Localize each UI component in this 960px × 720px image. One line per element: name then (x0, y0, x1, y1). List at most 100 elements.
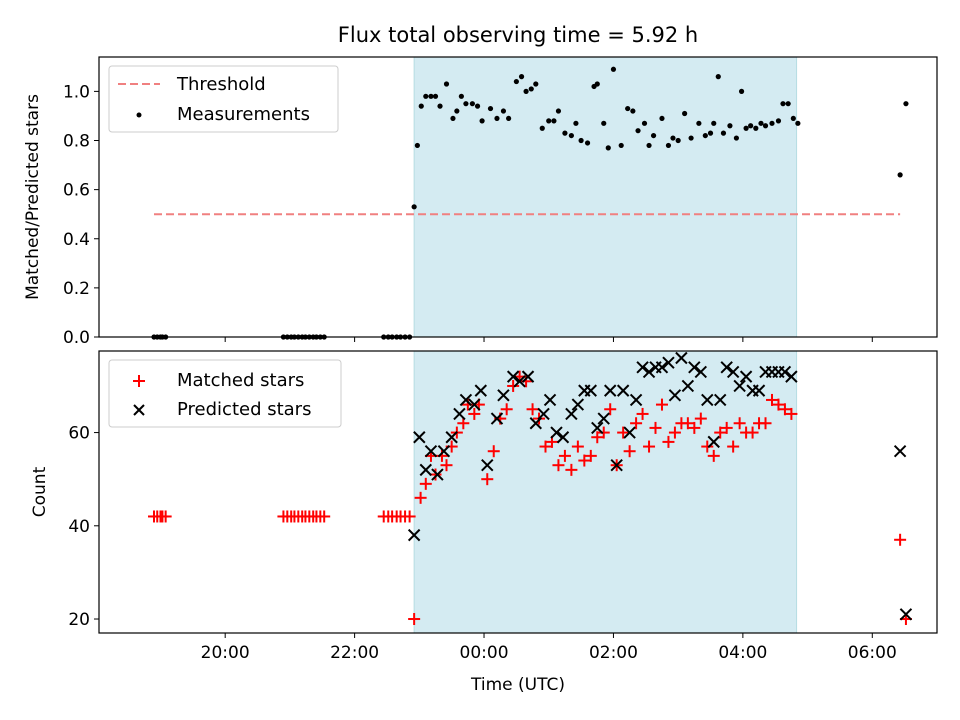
predicted-star-point (899, 608, 913, 621)
matched-star-point (507, 379, 520, 392)
matched-star-point (481, 473, 494, 486)
measurement-point (641, 120, 648, 126)
predicted-star-point (714, 393, 727, 407)
measurement-point (573, 120, 579, 126)
predicted-star-point (597, 412, 610, 425)
top-shaded-span (413, 56, 798, 338)
measurement-point (897, 172, 903, 178)
measurement-point (474, 103, 481, 109)
measurement-point (578, 137, 584, 144)
matched-star-point (636, 407, 649, 420)
measurement-point (450, 115, 456, 122)
bottom-y-axis-label: Count (30, 466, 50, 517)
measurement-point (513, 78, 519, 85)
measurement-point (523, 88, 529, 94)
x-tick-label: 06:00 (848, 643, 897, 663)
predicted-star-point (675, 351, 688, 365)
matched-star-point (759, 417, 772, 430)
y-tick-label: 0.0 (63, 328, 90, 348)
predicted-star-point (571, 398, 585, 411)
matched-star-point (159, 510, 172, 523)
measurement-point (780, 101, 786, 107)
measurement-point (418, 103, 424, 109)
measurement-point (675, 137, 681, 144)
top-x-axis-ticks (224, 337, 873, 342)
predicted-star-point (413, 431, 426, 444)
predicted-star-point (513, 375, 526, 388)
measurement-point (682, 110, 688, 117)
measurement-point (533, 81, 539, 87)
matched-star-point (487, 445, 500, 458)
matched-star-point (733, 417, 746, 430)
predicted-star-point (453, 407, 466, 421)
predicted-star-point (481, 458, 494, 472)
top-y-axis-label: Matched/Predicted stars (23, 94, 43, 300)
bottom-shaded-span (413, 350, 798, 634)
measurement-point (790, 115, 796, 122)
measurement-point (555, 108, 562, 114)
measurement-point (762, 123, 769, 129)
matched-star-point (701, 440, 714, 453)
matched-star-point (578, 454, 591, 467)
bottom-plot-marks (148, 351, 913, 626)
measurement-point (702, 132, 708, 139)
measurement-point (437, 103, 443, 109)
predicted-star-point (407, 528, 421, 542)
x-tick-label: 04:00 (718, 643, 767, 663)
measurement-point (584, 140, 591, 146)
predicted-star-point (565, 407, 578, 421)
top-legend: Threshold Measurements (108, 65, 339, 133)
predicted-star-point (733, 379, 746, 393)
measurement-point (748, 123, 754, 129)
matched-star-point (772, 398, 785, 411)
predicted-star-point (893, 445, 907, 458)
predicted-star-point (668, 389, 682, 402)
top-panel: Flux total observing time = 5.92 h 0.00.… (23, 23, 938, 348)
predicted-star-point (623, 426, 636, 439)
measurement-point (625, 105, 631, 112)
y-tick-label: 1.0 (63, 82, 90, 102)
matched-star-point (571, 440, 584, 453)
bottom-legend-box (108, 359, 342, 428)
top-axes-frame (98, 56, 938, 338)
predicted-star-point (556, 431, 570, 444)
measurement-point (605, 145, 611, 151)
measurement-point (562, 130, 568, 136)
predicted-star-point (419, 463, 432, 477)
measurement-point (432, 93, 439, 99)
predicted-star-point (778, 365, 792, 379)
predicted-star-point (543, 393, 557, 407)
x-tick-label: 22:00 (330, 643, 379, 663)
measurement-point (458, 93, 464, 99)
matched-star-point (894, 533, 907, 546)
measurement-point (738, 88, 745, 94)
x-axis-label: Time (UTC) (470, 675, 565, 695)
predicted-star-point (642, 365, 656, 379)
matched-star-point (591, 431, 604, 444)
measurement-point (753, 125, 759, 131)
matched-star-point (662, 435, 675, 448)
matched-star-point (720, 421, 733, 434)
matched-star-point (649, 421, 662, 434)
predicted-star-point (752, 384, 766, 397)
measurement-point (463, 101, 469, 107)
predicted-star-point (707, 435, 720, 449)
bottom-x-axis-ticks: 20:00 22:00 00:00 02:00 04:00 06:00 (201, 633, 897, 663)
measurement-point (487, 105, 494, 112)
measurement-point (743, 125, 749, 131)
matched-star-point (643, 440, 656, 453)
predicted-star-point (629, 393, 643, 407)
bottom-legend: Matched stars Predicted stars (108, 359, 342, 428)
measurement-point (443, 81, 450, 87)
predicted-star-point (662, 356, 675, 369)
y-tick-label: 0.2 (63, 279, 90, 299)
measurement-point (665, 142, 672, 149)
matched-star-point (539, 440, 552, 453)
predicted-star-point (468, 398, 481, 411)
measurement-point (568, 132, 574, 139)
matched-star-point (526, 403, 539, 416)
measurement-point (528, 86, 534, 92)
measurement-point (903, 101, 909, 107)
predicted-star-point (701, 393, 714, 407)
predicted-star-point (616, 384, 630, 397)
